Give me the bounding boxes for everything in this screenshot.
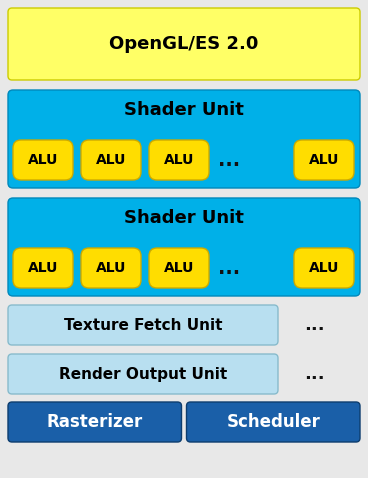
Text: ALU: ALU xyxy=(28,261,58,275)
FancyBboxPatch shape xyxy=(8,354,278,394)
Text: Rasterizer: Rasterizer xyxy=(47,413,143,431)
FancyBboxPatch shape xyxy=(149,248,209,288)
FancyBboxPatch shape xyxy=(8,90,360,188)
Text: ALU: ALU xyxy=(164,261,194,275)
FancyBboxPatch shape xyxy=(8,8,360,80)
FancyBboxPatch shape xyxy=(294,140,354,180)
FancyBboxPatch shape xyxy=(81,248,141,288)
Text: ALU: ALU xyxy=(164,153,194,167)
Text: Texture Fetch Unit: Texture Fetch Unit xyxy=(64,317,222,333)
FancyBboxPatch shape xyxy=(8,402,181,442)
Text: ...: ... xyxy=(304,365,324,383)
Text: ALU: ALU xyxy=(309,153,339,167)
FancyBboxPatch shape xyxy=(187,402,360,442)
Text: ...: ... xyxy=(304,316,324,334)
Text: Shader Unit: Shader Unit xyxy=(124,209,244,227)
Text: Shader Unit: Shader Unit xyxy=(124,101,244,119)
Text: ALU: ALU xyxy=(28,153,58,167)
FancyBboxPatch shape xyxy=(149,140,209,180)
FancyBboxPatch shape xyxy=(81,140,141,180)
FancyBboxPatch shape xyxy=(13,140,73,180)
Text: ...: ... xyxy=(218,259,240,278)
Text: Scheduler: Scheduler xyxy=(226,413,320,431)
Text: ALU: ALU xyxy=(96,261,126,275)
Text: OpenGL/ES 2.0: OpenGL/ES 2.0 xyxy=(109,35,259,53)
FancyBboxPatch shape xyxy=(8,305,278,345)
Text: ALU: ALU xyxy=(309,261,339,275)
FancyBboxPatch shape xyxy=(8,198,360,296)
Text: Render Output Unit: Render Output Unit xyxy=(59,367,227,381)
FancyBboxPatch shape xyxy=(13,248,73,288)
Text: ALU: ALU xyxy=(96,153,126,167)
FancyBboxPatch shape xyxy=(294,248,354,288)
Text: ...: ... xyxy=(218,151,240,170)
